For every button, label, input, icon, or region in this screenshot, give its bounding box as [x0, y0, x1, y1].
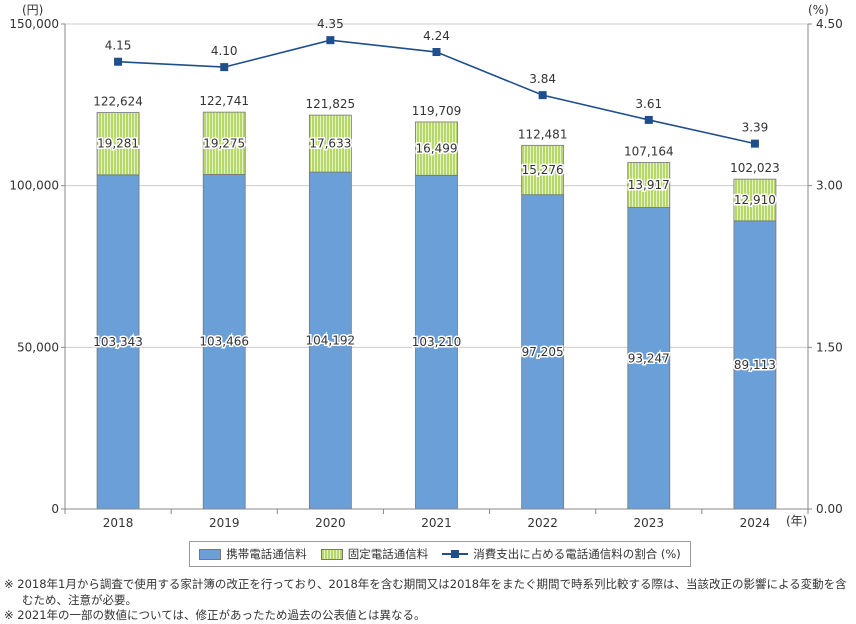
right-tick-label: 0.00	[816, 502, 843, 516]
bar-mobile	[733, 220, 777, 510]
chart: 103,343 19,281 122,624 103,466 19,275 122,741…	[9, 3, 843, 530]
legend-item-mobile: 携帯電話通信料	[199, 546, 307, 562]
x-tick-label: 2024	[740, 516, 771, 530]
right-tick-label: 1.50	[816, 340, 843, 354]
bar-fixed	[96, 112, 140, 176]
bar-mobile-label: 103,343	[93, 335, 143, 349]
x-tick-label: 2022	[527, 516, 558, 530]
ratio-marker	[432, 48, 441, 57]
ratio-label: 4.35	[317, 17, 344, 31]
legend-item-fixed: 固定電話通信料	[320, 546, 429, 562]
bar-fixed-label: 15,276	[522, 163, 564, 177]
bar-fixed	[627, 162, 671, 208]
note: ※ 2018年1月から調査で使用する家計簿の改正を行っており、2018年を含む期…	[4, 577, 847, 607]
bar-mobile	[521, 194, 565, 510]
ratio-marker	[644, 115, 653, 124]
bar-fixed	[521, 144, 565, 196]
legend-label: 携帯電話通信料	[226, 547, 307, 561]
total-label: 122,624	[93, 95, 143, 109]
x-axis-label: (年)	[786, 514, 807, 528]
total-label: 122,741	[199, 94, 249, 108]
left-tick-label: 0	[51, 502, 59, 516]
bar-mobile-label: 104,192	[306, 334, 356, 348]
bar-fixed	[308, 114, 352, 173]
ratio-label: 3.61	[635, 97, 662, 111]
bar-fixed-label: 12,910	[734, 193, 776, 207]
ratio-label: 3.84	[529, 72, 556, 86]
x-tick-label: 2019	[209, 516, 240, 530]
legend-label: 消費支出に占める電話通信料の割合 (%)	[473, 547, 681, 561]
total-label: 107,164	[624, 145, 674, 159]
ratio-label: 4.24	[423, 29, 450, 43]
ratio-marker	[750, 139, 759, 148]
bar-fixed-label: 19,275	[203, 136, 245, 150]
ratio-marker	[326, 36, 335, 45]
legend-label: 固定電話通信料	[347, 547, 429, 561]
ratio-label: 4.15	[105, 39, 132, 53]
left-tick-label: 100,000	[9, 179, 59, 193]
x-tick-label: 2018	[103, 516, 134, 530]
left-axis-unit: (円)	[22, 3, 43, 17]
ratio-marker	[114, 57, 123, 66]
bar-fixed	[202, 111, 246, 175]
bar-mobile	[202, 174, 246, 510]
left-tick-label: 50,000	[17, 340, 59, 354]
legend-item-ratio: 消費支出に占める電話通信料の割合 (%)	[442, 546, 681, 562]
x-tick-label: 2020	[315, 516, 346, 530]
ratio-label: 3.39	[742, 121, 769, 135]
notes: ※ 2018年1月から調査で使用する家計簿の改正を行っており、2018年を含む期…	[4, 577, 854, 624]
bar-fixed	[733, 178, 777, 222]
fixed-swatch	[320, 548, 343, 560]
bar-mobile-label: 97,205	[522, 345, 564, 359]
bar-fixed-label: 13,917	[628, 178, 670, 192]
mobile-swatch	[199, 548, 222, 560]
bar-mobile-label: 103,466	[199, 335, 249, 349]
right-tick-label: 3.00	[816, 179, 843, 193]
right-tick-label: 4.50	[816, 17, 843, 31]
total-label: 121,825	[306, 97, 356, 111]
ratio-label: 4.10	[211, 44, 238, 58]
bar-fixed	[415, 121, 458, 176]
total-label: 102,023	[730, 161, 780, 175]
ratio-marker	[220, 63, 229, 72]
x-tick-label: 2023	[634, 516, 665, 530]
bar-mobile	[96, 174, 140, 510]
bar-fixed-label: 16,499	[416, 142, 458, 156]
bar-mobile-label: 89,113	[734, 358, 776, 372]
x-tick-label: 2021	[421, 516, 452, 530]
left-tick-label: 150,000	[9, 17, 59, 31]
bar-mobile-label: 93,247	[628, 351, 670, 365]
bar-mobile-label: 103,210	[412, 335, 462, 349]
legend: 携帯電話通信料 固定電話通信料 消費支出に占める電話通信料の割合 (%)	[189, 541, 691, 567]
total-label: 119,709	[412, 104, 462, 118]
bar-mobile	[415, 174, 458, 510]
bar-fixed-label: 17,633	[309, 137, 351, 151]
bar-fixed-label: 19,281	[97, 137, 139, 151]
line-marker-icon	[442, 549, 469, 559]
right-axis-unit: (%)	[808, 3, 829, 17]
total-label: 112,481	[518, 127, 568, 141]
ratio-marker	[538, 91, 547, 100]
note: ※ 2021年の一部の数値については、修正があったため過去の公表値とは異なる。	[4, 608, 426, 622]
